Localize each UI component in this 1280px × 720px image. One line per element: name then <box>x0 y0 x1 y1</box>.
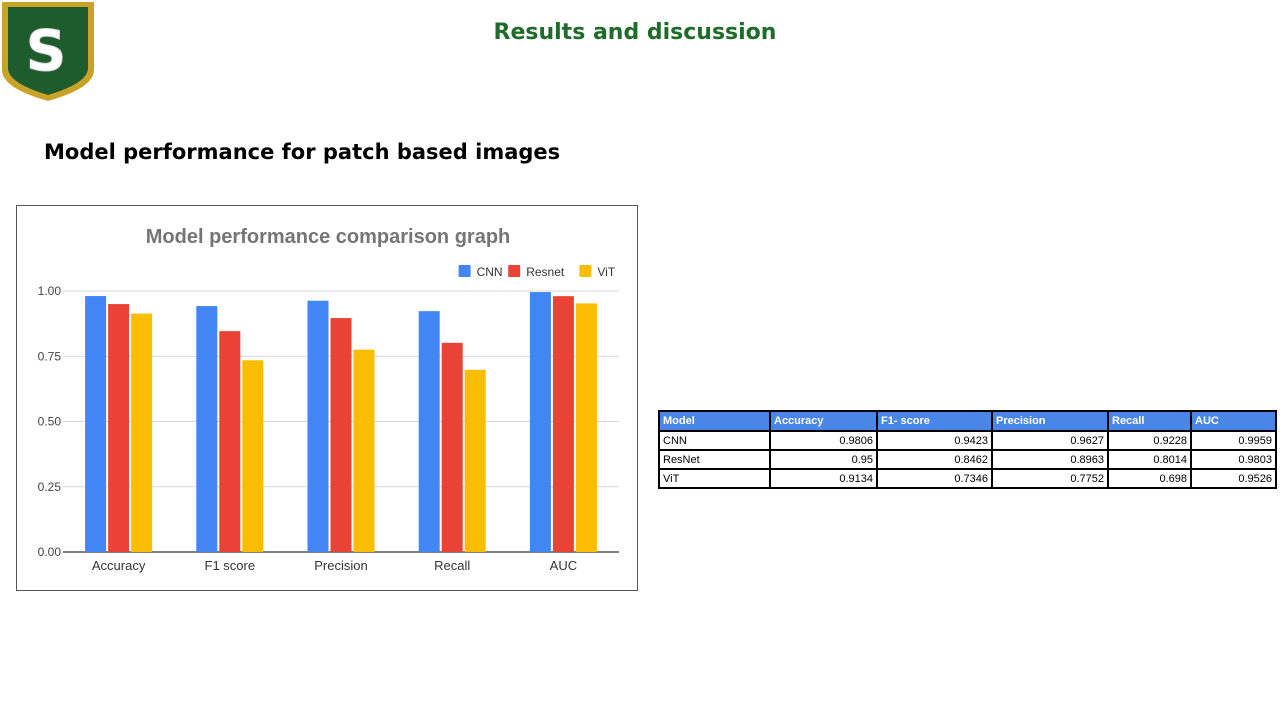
y-tick-label: 1.00 <box>38 284 62 298</box>
cell-recall: 0.9228 <box>1107 430 1192 451</box>
table-row: CNN 0.9806 0.9423 0.9627 0.9228 0.9959 <box>658 430 1277 451</box>
bar-resnet-accuracy <box>108 304 130 552</box>
bar-resnet-recall <box>441 342 463 552</box>
legend-swatch <box>508 265 521 277</box>
header-f1-score: F1- score <box>876 410 993 432</box>
cell-f1-score: 0.8462 <box>876 449 993 470</box>
cell-auc: 0.9803 <box>1190 449 1277 470</box>
metrics-table: Model Accuracy F1- score Precision Recal… <box>658 410 1277 489</box>
legend-label: ViT <box>597 265 615 279</box>
bar-cnn-precision <box>307 300 329 552</box>
university-shield-logo: S <box>2 2 94 101</box>
logo-letter: S <box>26 19 66 84</box>
table-row: ResNet 0.95 0.8462 0.8963 0.8014 0.9803 <box>658 449 1277 470</box>
cell-precision: 0.9627 <box>991 430 1109 451</box>
chart-container: Model performance comparison graph 0.00 0… <box>16 205 638 591</box>
bar-chart: Model performance comparison graph 0.000… <box>38 226 619 573</box>
y-tick-label: 0.75 <box>38 349 62 363</box>
x-tick-label: Recall <box>434 558 470 573</box>
bar-cnn-auc <box>529 292 551 552</box>
header-accuracy: Accuracy <box>769 410 878 432</box>
y-tick-label: 0.25 <box>38 480 62 494</box>
bar-vit-accuracy <box>131 313 153 552</box>
bar-vit-auc <box>575 303 597 552</box>
cell-model: ViT <box>658 468 771 489</box>
cell-f1-score: 0.9423 <box>876 430 993 451</box>
header-precision: Precision <box>991 410 1109 432</box>
bar-vit-precision <box>353 349 375 552</box>
legend-swatch <box>579 265 592 277</box>
cell-accuracy: 0.9134 <box>769 468 878 489</box>
legend-swatch <box>458 265 471 277</box>
bar-cnn-recall <box>418 311 440 552</box>
x-tick-label: Precision <box>314 558 367 573</box>
y-tick-label: 0.00 <box>38 545 62 559</box>
header-auc: AUC <box>1190 410 1277 432</box>
chart-title: Model performance comparison graph <box>146 226 511 248</box>
slide-title: Results and discussion <box>493 20 777 45</box>
cell-recall: 0.8014 <box>1107 449 1192 470</box>
cell-accuracy: 0.9806 <box>769 430 878 451</box>
bar-resnet-auc <box>552 296 574 552</box>
table-header-row: Model Accuracy F1- score Precision Recal… <box>658 410 1277 432</box>
section-subtitle: Model performance for patch based images <box>44 140 561 164</box>
cell-f1-score: 0.7346 <box>876 468 993 489</box>
legend-label: Resnet <box>526 265 565 279</box>
y-tick-label: 0.50 <box>38 415 62 429</box>
bar-vit-recall <box>464 369 486 552</box>
cell-model: ResNet <box>658 449 771 470</box>
cell-precision: 0.7752 <box>991 468 1109 489</box>
table-row: ViT 0.9134 0.7346 0.7752 0.698 0.9526 <box>658 468 1277 489</box>
cell-precision: 0.8963 <box>991 449 1109 470</box>
bar-cnn-f1-score <box>196 306 218 552</box>
x-tick-label: F1 score <box>205 558 256 573</box>
x-tick-label: AUC <box>550 558 577 573</box>
header-model: Model <box>658 410 771 432</box>
cell-recall: 0.698 <box>1107 468 1192 489</box>
bar-cnn-accuracy <box>85 296 107 552</box>
legend-label: CNN <box>477 265 503 279</box>
cell-model: CNN <box>658 430 771 451</box>
x-tick-label: Accuracy <box>92 558 146 573</box>
header-recall: Recall <box>1107 410 1192 432</box>
cell-auc: 0.9526 <box>1190 468 1277 489</box>
bars <box>85 292 597 552</box>
bar-resnet-precision <box>330 318 352 552</box>
bar-resnet-f1-score <box>219 331 241 552</box>
bar-vit-f1-score <box>242 360 264 552</box>
cell-accuracy: 0.95 <box>769 449 878 470</box>
legend: ViT Resnet CNN <box>458 265 616 279</box>
y-axis-ticks: 0.00 0.25 0.50 0.75 1.00 <box>38 284 62 559</box>
cell-auc: 0.9959 <box>1190 430 1277 451</box>
x-axis-ticks: Accuracy F1 score Precision Recall AUC <box>92 558 577 573</box>
